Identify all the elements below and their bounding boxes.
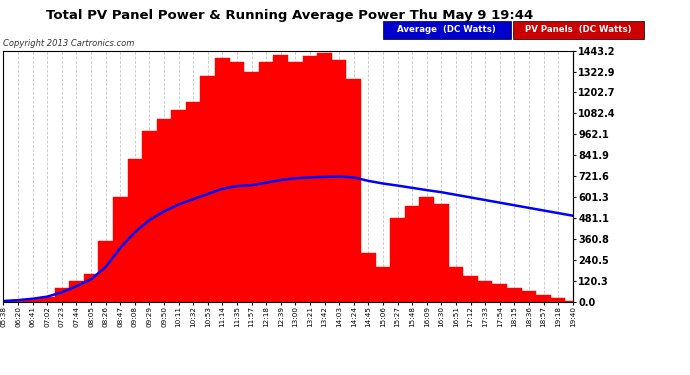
Text: Copyright 2013 Cartronics.com: Copyright 2013 Cartronics.com	[3, 39, 135, 48]
Text: PV Panels  (DC Watts): PV Panels (DC Watts)	[525, 25, 631, 34]
Text: Average  (DC Watts): Average (DC Watts)	[397, 25, 496, 34]
Text: Total PV Panel Power & Running Average Power Thu May 9 19:44: Total PV Panel Power & Running Average P…	[46, 9, 533, 22]
